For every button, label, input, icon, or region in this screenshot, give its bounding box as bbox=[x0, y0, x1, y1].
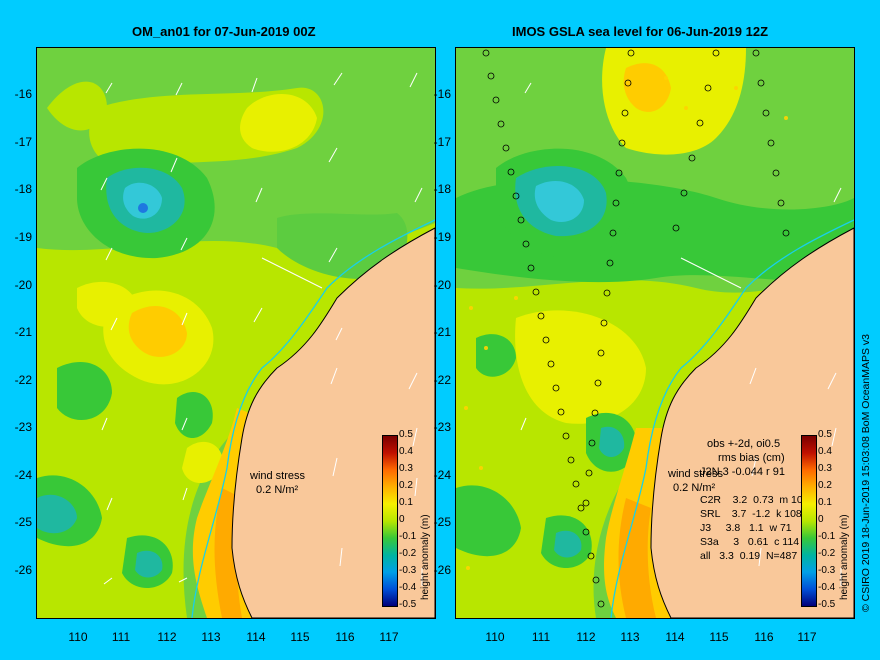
stats-row: SRL 3.7 -1.2 k 108 bbox=[700, 508, 802, 520]
obs-window-label: obs +-2d, oi0.5 bbox=[707, 438, 781, 450]
y-tick-label: -23 bbox=[433, 420, 451, 434]
colorbar-tick-label: -0.3 bbox=[818, 565, 836, 576]
y-tick-label: -17 bbox=[14, 135, 32, 149]
left-map-title: OM_an01 for 07-Jun-2019 00Z bbox=[132, 24, 316, 39]
colorbar-tick-label: -0.5 bbox=[818, 599, 836, 610]
stats-row: S3a 3 0.61 c 114 bbox=[700, 536, 800, 548]
x-tick-label: 112 bbox=[576, 630, 596, 644]
stats-row: all 3.3 0.19 N=487 bbox=[700, 550, 798, 562]
y-tick-label: -25 bbox=[14, 515, 32, 529]
colorbar-tick-label: 0.1 bbox=[818, 497, 832, 508]
colorbar-tick-label: -0.1 bbox=[818, 531, 836, 542]
colorbar-tick-label: 0 bbox=[818, 514, 824, 525]
y-tick-label: -23 bbox=[14, 420, 32, 434]
y-tick-label: -22 bbox=[433, 373, 451, 387]
colorbar-tick-label: -0.4 bbox=[399, 582, 417, 593]
colorbar-tick-label: 0.4 bbox=[399, 446, 413, 457]
wind-stress-scale: 0.2 N/m² bbox=[256, 484, 299, 496]
colorbar-title: height anomaly (m) bbox=[420, 514, 431, 600]
y-tick-label: -25 bbox=[433, 515, 451, 529]
x-tick-label: 117 bbox=[797, 630, 817, 644]
colorbar-tick-label: -0.1 bbox=[399, 531, 417, 542]
colorbar-tick-label: 0 bbox=[399, 514, 405, 525]
wind-stress-label: wind stress bbox=[250, 470, 306, 482]
x-tick-label: 111 bbox=[531, 630, 551, 644]
x-tick-label: 115 bbox=[290, 630, 310, 644]
x-tick-label: 110 bbox=[485, 630, 505, 644]
x-tick-label: 113 bbox=[620, 630, 640, 644]
colorbar-tick-label: 0.2 bbox=[399, 480, 413, 491]
colorbar-tick-label: -0.3 bbox=[399, 565, 417, 576]
x-tick-label: 112 bbox=[157, 630, 177, 644]
y-tick-label: -22 bbox=[14, 373, 32, 387]
y-tick-label: -19 bbox=[433, 230, 451, 244]
colorbar-tick-label: 0.3 bbox=[399, 463, 413, 474]
x-tick-label: 116 bbox=[754, 630, 774, 644]
colorbar-tick-label: 0.4 bbox=[818, 446, 832, 457]
y-tick-label: -26 bbox=[433, 563, 451, 577]
y-tick-label: -17 bbox=[433, 135, 451, 149]
y-tick-label: -19 bbox=[14, 230, 32, 244]
colorbar-tick-label: -0.5 bbox=[399, 599, 417, 610]
y-tick-label: -24 bbox=[14, 468, 32, 482]
colorbar-tick-label: -0.2 bbox=[399, 548, 417, 559]
y-tick-label: -21 bbox=[433, 325, 451, 339]
height-anomaly-colorbar bbox=[382, 435, 398, 607]
wind-stress-label: wind stress bbox=[668, 468, 724, 480]
colorbar-tick-label: 0.5 bbox=[399, 429, 413, 440]
height-anomaly-colorbar bbox=[801, 435, 817, 607]
x-tick-label: 117 bbox=[379, 630, 399, 644]
y-tick-label: -18 bbox=[14, 182, 32, 196]
x-tick-label: 111 bbox=[111, 630, 131, 644]
left-map-svg bbox=[37, 48, 435, 618]
colorbar-tick-label: -0.2 bbox=[818, 548, 836, 559]
y-tick-label: -26 bbox=[14, 563, 32, 577]
right-map-title: IMOS GSLA sea level for 06-Jun-2019 12Z bbox=[512, 24, 769, 39]
stats-row: J3 3.8 1.1 w 71 bbox=[700, 522, 792, 534]
colorbar-tick-label: 0.2 bbox=[818, 480, 832, 491]
left-map-panel bbox=[36, 47, 436, 619]
colorbar-tick-label: 0.1 bbox=[399, 497, 413, 508]
x-tick-label: 115 bbox=[709, 630, 729, 644]
y-tick-label: -21 bbox=[14, 325, 32, 339]
x-tick-label: 114 bbox=[665, 630, 685, 644]
stats-row: J2N 3 -0.044 r 91 bbox=[700, 466, 785, 478]
credit-text: © CSIRO 2019 18-Jun-2019 15:03:08 BoM Oc… bbox=[860, 334, 872, 612]
y-tick-label: -18 bbox=[433, 182, 451, 196]
x-tick-label: 114 bbox=[246, 630, 266, 644]
x-tick-label: 110 bbox=[68, 630, 88, 644]
y-tick-label: -20 bbox=[433, 278, 451, 292]
y-tick-label: -24 bbox=[433, 468, 451, 482]
y-tick-label: -20 bbox=[14, 278, 32, 292]
colorbar-tick-label: 0.3 bbox=[818, 463, 832, 474]
wind-stress-scale: 0.2 N/m² bbox=[673, 482, 716, 494]
y-tick-label: -16 bbox=[14, 87, 32, 101]
x-tick-label: 116 bbox=[335, 630, 355, 644]
colorbar-tick-label: 0.5 bbox=[818, 429, 832, 440]
stats-header: rms bias (cm) bbox=[718, 452, 785, 464]
x-tick-label: 113 bbox=[201, 630, 221, 644]
right-map-svg bbox=[456, 48, 854, 618]
y-tick-label: -16 bbox=[433, 87, 451, 101]
right-map-panel bbox=[455, 47, 855, 619]
stats-row: C2R 3.2 0.73 m 103 bbox=[700, 494, 809, 506]
colorbar-title: height anomaly (m) bbox=[839, 514, 850, 600]
colorbar-tick-label: -0.4 bbox=[818, 582, 836, 593]
